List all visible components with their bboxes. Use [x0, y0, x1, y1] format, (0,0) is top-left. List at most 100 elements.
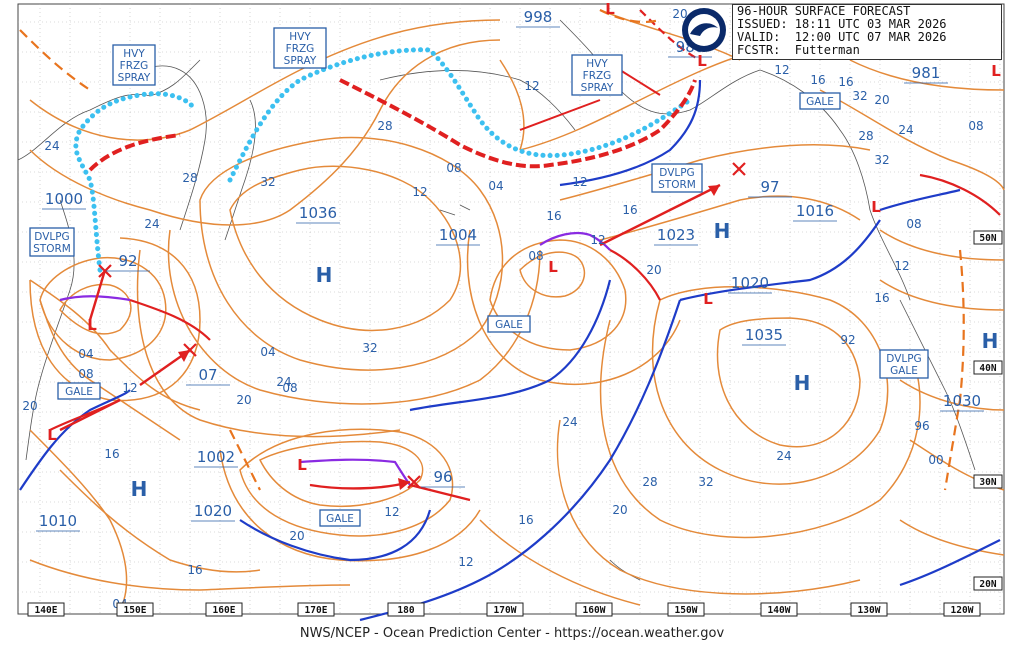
pressure-value: 998	[524, 8, 553, 26]
isobar-label: 20	[22, 399, 37, 413]
isobar-label: 32	[698, 475, 713, 489]
pressure-value: 1020	[194, 502, 232, 520]
warning-text: GALE	[326, 513, 354, 525]
isobar-label: 12	[894, 259, 909, 273]
warning-text: SPRAY	[284, 55, 317, 67]
isobar-label: 12	[384, 505, 399, 519]
isobar-label: 00	[928, 453, 943, 467]
isobar-label: 12	[458, 555, 473, 569]
isobar-label: 04	[488, 179, 503, 193]
trough	[943, 249, 965, 491]
isobar-label: 08	[78, 367, 93, 381]
trough	[19, 29, 91, 91]
longitude-label: 140E	[27, 602, 65, 617]
isobar-label: 08	[906, 217, 921, 231]
warning-box: GALE	[799, 92, 841, 110]
pressure-value: 1023	[657, 226, 695, 244]
isobar-label: 32	[852, 89, 867, 103]
warning-box: GALE	[319, 509, 361, 527]
longitude-label-text: 140W	[768, 605, 791, 616]
freezing-spray-boundary	[73, 91, 198, 273]
warning-text: GALE	[495, 319, 523, 331]
pressure-value: 1004	[439, 226, 477, 244]
latitude-label: 50N	[973, 230, 1003, 245]
high-pressure-center: H	[794, 371, 811, 395]
pressure-value: 1016	[796, 202, 834, 220]
latitude-label-text: 50N	[979, 233, 996, 244]
isobar-label: 20	[646, 263, 661, 277]
isobars	[29, 9, 1005, 611]
warning-text: GALE	[890, 365, 918, 377]
warm-front	[919, 173, 1001, 216]
longitude-label-text: 150W	[675, 605, 698, 616]
warning-text: STORM	[33, 243, 71, 255]
longitude-label: 170E	[297, 602, 335, 617]
pressure-value: 1035	[745, 326, 783, 344]
high-pressure-center: H	[131, 477, 148, 501]
isobar-label: 96	[914, 419, 929, 433]
isobar-label: 12	[590, 233, 605, 247]
trough	[229, 429, 261, 491]
warm-front	[409, 483, 471, 502]
warning-text: SPRAY	[581, 82, 614, 94]
isobar-label: 16	[546, 209, 561, 223]
ice-edge	[88, 78, 697, 172]
low-pressure-center: L	[697, 52, 707, 70]
isobar-label: 24	[898, 123, 913, 137]
longitude-label: 140W	[760, 602, 798, 617]
isobar-label: 16	[187, 563, 202, 577]
isobar-label: 08	[968, 119, 983, 133]
longitude-label-text: 160W	[583, 605, 606, 616]
isobar-label: 16	[518, 513, 533, 527]
high-pressure-center: H	[982, 329, 999, 353]
low-pressure-center: L	[871, 198, 881, 216]
latitude-label-text: 40N	[979, 363, 996, 374]
freezing-spray-boundary	[227, 47, 693, 183]
isobar-label: 20	[874, 93, 889, 107]
isobar-label: 08	[446, 161, 461, 175]
longitude-label-text: 160E	[213, 605, 236, 616]
longitude-label: 150E	[116, 602, 154, 617]
latitude-label-text: 20N	[979, 579, 996, 590]
longitude-label: 130W	[850, 602, 888, 617]
warning-text: DVLPG	[886, 353, 921, 365]
low-pressure-center: L	[87, 316, 97, 334]
warning-text: HVY	[586, 58, 608, 70]
longitude-label: 120W	[943, 602, 981, 617]
low-pressure-center: L	[605, 0, 615, 18]
isobar-label: 28	[858, 129, 873, 143]
warning-text: FRZG	[286, 43, 315, 55]
forecast-header: 96-HOUR SURFACE FORECAST ISSUED: 18:11 U…	[732, 4, 1002, 60]
longitude-label: 170W	[486, 602, 524, 617]
isobar-label: 20	[672, 7, 687, 21]
warning-text: FRZG	[120, 60, 149, 72]
pressure-value: 1036	[299, 204, 337, 222]
cold-front	[559, 79, 702, 187]
warm-front	[609, 249, 661, 301]
pressure-value: 07	[198, 366, 217, 384]
latitude-label: 30N	[973, 474, 1003, 489]
isobar-label: 28	[377, 119, 392, 133]
fronts	[19, 9, 1001, 622]
warning-text: STORM	[658, 179, 696, 191]
longitude-label-text: 130W	[858, 605, 881, 616]
cold-front	[409, 279, 612, 412]
pressure-value: 1000	[45, 190, 83, 208]
occluded-front	[59, 295, 131, 302]
isobar-label: 04	[260, 345, 275, 359]
isobar-label: 16	[810, 73, 825, 87]
low-pressure-center: L	[991, 62, 1001, 80]
warning-box: GALE	[487, 315, 531, 333]
isobar-label: 12	[572, 175, 587, 189]
warning-text: DVLPG	[34, 231, 69, 243]
cold-front	[359, 299, 682, 622]
low-pressure-center: L	[703, 290, 713, 308]
warning-text: GALE	[65, 386, 93, 398]
longitude-label: 160E	[205, 602, 243, 617]
latitude-label: 20N	[973, 576, 1003, 591]
